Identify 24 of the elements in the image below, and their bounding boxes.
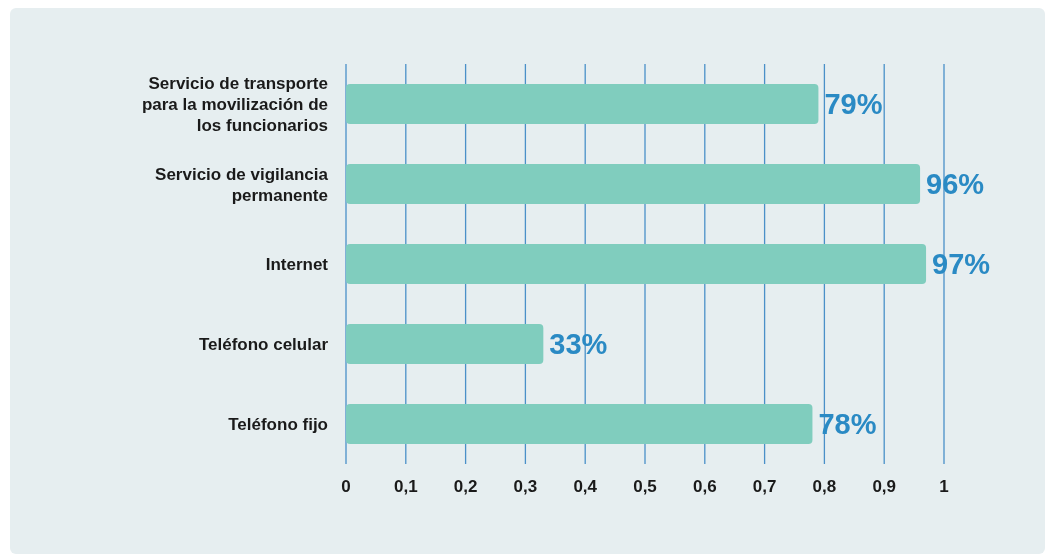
data-label: 97%	[932, 248, 991, 280]
x-tick-label: 0,2	[453, 477, 478, 497]
x-tick-label: 0,6	[692, 477, 717, 497]
y-tick-label: Teléfono celular	[198, 334, 329, 354]
x-tick-label: 0,1	[393, 477, 418, 497]
y-tick-label: Internet	[265, 254, 329, 274]
x-tick-label: 1	[939, 477, 949, 497]
bar	[346, 164, 921, 204]
data-label: 96%	[926, 168, 985, 200]
x-tick-label: 0,9	[872, 477, 897, 497]
bar	[346, 324, 544, 364]
y-tick-label: Teléfono fijo	[228, 414, 328, 434]
x-tick-label: 0,3	[513, 477, 538, 497]
y-tick-label: Servicio de transporte para la movilización de los funcionarios	[141, 73, 328, 135]
x-tick-label: 0,5	[633, 477, 657, 497]
bar	[346, 404, 813, 444]
y-tick-label: Servicio de vigilancia permanente	[155, 164, 329, 204]
x-tick-label: 0,7	[752, 477, 777, 497]
x-tick-label: 0	[341, 477, 351, 497]
data-label: 79%	[824, 88, 883, 120]
bar	[346, 244, 927, 284]
x-tick-label: 0,8	[812, 477, 837, 497]
bar	[346, 84, 819, 124]
x-tick-label: 0,4	[573, 477, 598, 497]
